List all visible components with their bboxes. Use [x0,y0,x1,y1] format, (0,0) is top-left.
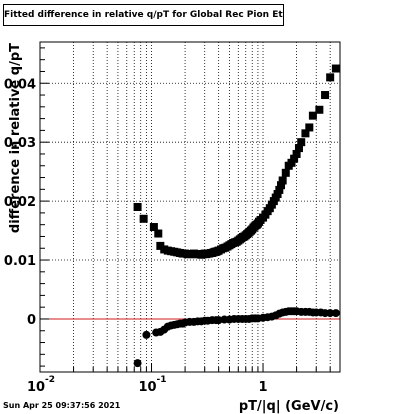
square-marker [149,223,158,232]
square-marker [331,64,340,73]
circle-marker [142,330,151,339]
square-marker [139,214,148,223]
square-marker [273,190,282,199]
x-tick-exponent: -1 [157,375,167,385]
x-tick-label: 1 [259,380,268,395]
square-marker [275,185,284,194]
axis-ticks [39,47,331,372]
y-tick-label: 0.02 [4,195,36,210]
data-markers [133,64,340,368]
square-marker [292,149,301,158]
y-tick-label: 0.03 [4,136,36,151]
square-marker [278,176,287,185]
square-marker [326,73,335,82]
square-marker [281,168,290,177]
square-marker [294,144,303,153]
timestamp: Sun Apr 25 09:37:56 2021 [3,401,121,410]
x-tick-label: 10 [138,380,156,395]
x-tick-label: 10 [27,380,45,395]
square-marker [305,123,314,132]
chart-title: Fitted difference in relative q/pT for G… [3,4,284,26]
y-tick-label: 0 [27,313,36,328]
circle-marker [326,309,335,318]
x-tick-exponent: -2 [45,375,55,385]
square-marker [290,154,299,163]
y-tick-label: 0.04 [4,77,36,92]
square-marker [321,91,330,100]
grid [40,42,340,372]
plot-area [40,42,340,372]
y-tick-label: 0.01 [4,254,36,269]
square-marker [308,111,317,120]
circle-marker [133,359,142,368]
y-axis-label: difference in relative q/pT [8,43,23,233]
square-marker [297,138,306,147]
circle-marker [331,309,340,318]
square-marker [287,158,296,167]
square-marker [301,129,310,138]
square-marker [154,229,163,238]
x-axis-label: pT/|q| (GeV/c) [239,399,339,414]
plot-frame [39,41,341,373]
square-marker [315,105,324,114]
square-marker [277,181,286,190]
square-marker [133,203,142,211]
